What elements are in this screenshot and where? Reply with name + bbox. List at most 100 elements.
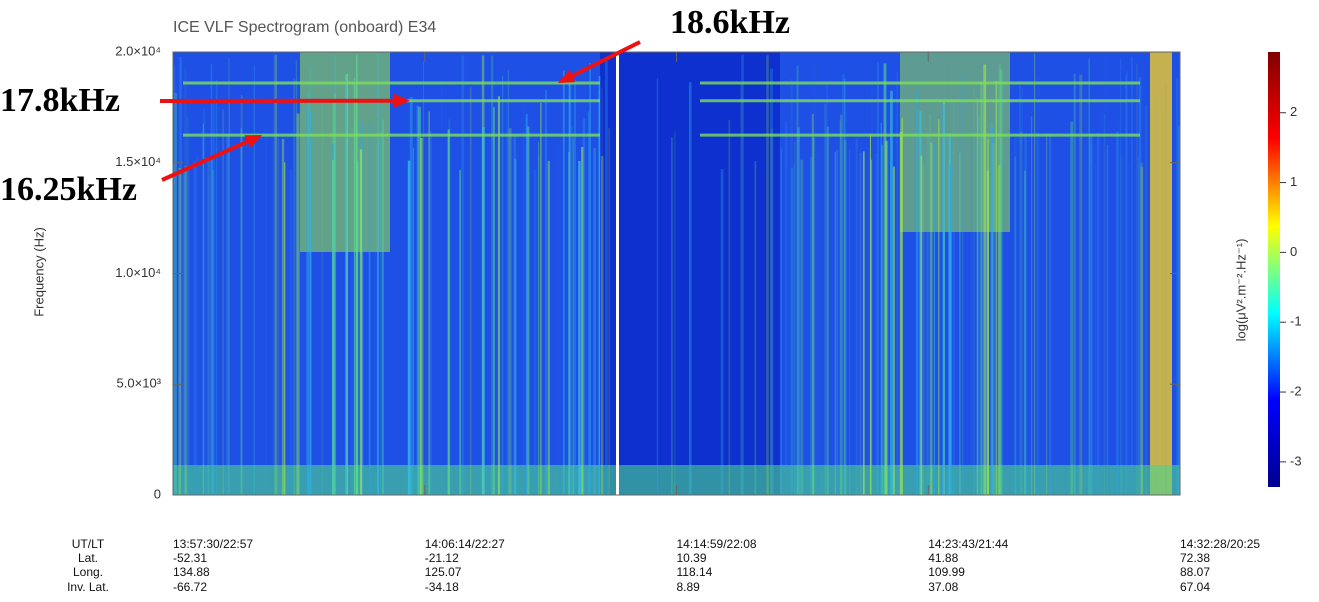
x-tick-label: -21.12 <box>425 551 459 565</box>
spectrogram-streak <box>1162 92 1163 535</box>
spectrogram-streak <box>1049 133 1051 576</box>
spectrogram-streak <box>538 156 540 597</box>
spectrogram-streak <box>558 147 560 590</box>
spectrogram-streak <box>844 140 847 583</box>
annotation-label: 17.8kHz <box>0 82 120 119</box>
spectrogram-streak <box>589 63 590 506</box>
spectrogram-streak <box>893 167 895 597</box>
x-row-label: Lat. <box>78 551 98 565</box>
spectrogram-streak <box>976 144 977 587</box>
y-tick-label: 2.0×10⁴ <box>115 43 161 58</box>
annotation-label: 16.25kHz <box>0 171 137 208</box>
spectrogram-streak <box>816 153 817 596</box>
spectrogram-streak <box>890 91 893 534</box>
spectrogram-streak <box>729 120 731 563</box>
spectrogram-streak <box>534 169 536 597</box>
colorbar-tick-label: -1 <box>1290 314 1302 329</box>
spectrogram-streak <box>598 90 600 533</box>
spectrogram-streak <box>1070 122 1073 565</box>
spectrogram-streak <box>413 148 414 591</box>
spectrogram-streak <box>298 100 300 543</box>
spectrogram-streak <box>772 128 773 571</box>
spectrogram-streak <box>863 151 865 594</box>
spectrogram-streak <box>836 150 838 593</box>
spectrogram-streak <box>689 82 692 525</box>
spectrogram-streak <box>781 148 782 591</box>
spectrogram-streak <box>1086 97 1088 540</box>
spectrogram-streak <box>1036 132 1038 575</box>
spectrogram-streak <box>1145 105 1147 548</box>
spectrogram-streak <box>842 60 844 503</box>
spectrogram-streak <box>354 78 355 521</box>
x-row-label: Long. <box>73 565 103 579</box>
spectrogram-streak <box>671 137 673 580</box>
spectrogram-streak <box>308 91 309 534</box>
spectrogram-streak <box>875 153 877 596</box>
x-tick-label: -66.72 <box>173 580 207 594</box>
spectrogram-streak <box>545 90 547 533</box>
x-tick-label: 67.04 <box>1180 580 1210 594</box>
x-tick-label: 8.89 <box>677 580 701 594</box>
x-tick-label: 14:06:14/22:27 <box>425 537 505 551</box>
x-tick-label: 14:14:59/22:08 <box>677 537 757 551</box>
spectrogram-streak <box>754 161 756 597</box>
x-tick-label: -52.31 <box>173 551 207 565</box>
spectrogram-streak <box>991 127 994 570</box>
spectrogram-streak <box>657 78 658 521</box>
spectrogram-streak <box>578 161 581 597</box>
spectrogram-streak <box>521 118 524 561</box>
spectrogram-streak <box>461 55 464 498</box>
spectrogram-gap <box>616 52 619 495</box>
spectrogram-streak <box>938 119 939 562</box>
spectrogram-streak <box>1176 78 1178 521</box>
spectrogram-streak <box>183 170 186 597</box>
spectrogram-streak <box>358 120 360 563</box>
x-tick-label: 37.08 <box>928 580 958 594</box>
spectrogram-streak <box>741 54 744 497</box>
spectrogram-streak <box>277 139 280 582</box>
x-tick-label: 13:57:30/22:57 <box>173 537 253 551</box>
x-tick-label: 14:23:43/21:44 <box>928 537 1008 551</box>
spectrogram-streak <box>187 167 190 597</box>
spectrogram-streak <box>884 63 887 506</box>
colorbar <box>1268 52 1280 487</box>
spectrogram-streak <box>1095 162 1096 597</box>
spectrogram-streak <box>1140 167 1143 597</box>
spectrogram-streak <box>988 137 989 580</box>
spectrogram-streak <box>896 72 897 515</box>
spectrogram-streak <box>1136 64 1137 507</box>
spectrogram-streak <box>1107 145 1109 588</box>
x-tick-label: 10.39 <box>677 551 707 565</box>
x-tick-label: -34.18 <box>425 580 459 594</box>
spectrogram-streak <box>377 53 378 496</box>
spectrogram-streak <box>971 135 973 578</box>
spectrogram-streak <box>835 152 836 595</box>
spectrogram-streak <box>1025 134 1027 577</box>
spectrogram-streak <box>1064 161 1067 597</box>
spectrogram-streak <box>949 165 952 597</box>
spectrogram-streak <box>356 161 358 597</box>
spectrogram-streak <box>284 162 285 597</box>
spectrogram-streak <box>849 149 850 592</box>
spectrogram-streak <box>923 165 925 597</box>
spectrogram-streak <box>674 132 676 575</box>
spectrogram-streak <box>296 60 297 503</box>
spectrogram-streak <box>881 123 882 566</box>
spectrogram-streak <box>568 152 569 595</box>
x-row-label: Inv. Lat. <box>67 580 109 594</box>
spectrogram-streak <box>901 118 902 561</box>
x-row-label: UT/LT <box>72 537 105 551</box>
spectrogram-streak <box>249 102 251 545</box>
spectrogram-streak <box>423 61 424 504</box>
annotation-label: 18.6kHz <box>670 4 790 41</box>
spectrogram-streak <box>605 61 608 504</box>
x-tick-label: 14:32:28/20:25 <box>1180 537 1260 551</box>
spectrogram-streak <box>860 153 862 596</box>
spectrogram-streak <box>1097 133 1099 576</box>
spectrogram-streak <box>408 161 411 597</box>
spectrogram-streak <box>380 129 382 572</box>
spectrogram-streak <box>420 131 421 574</box>
spectrogram-streak <box>934 142 935 585</box>
spectrogram-streak <box>588 111 589 554</box>
spectrogram-streak <box>309 66 311 509</box>
